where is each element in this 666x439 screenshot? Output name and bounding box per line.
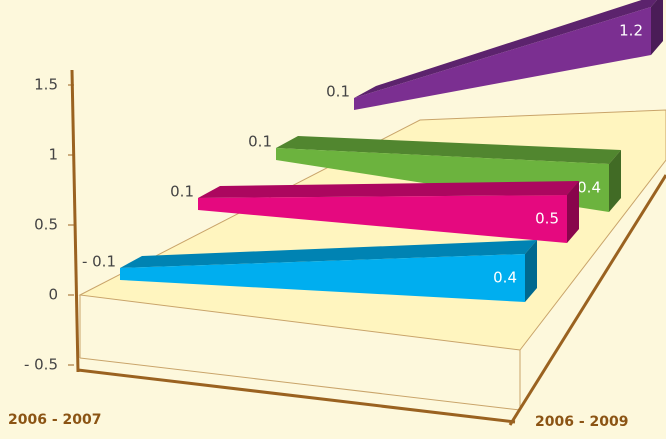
ribbon-top (354, 0, 657, 98)
depth-axis (508, 174, 666, 426)
y-axis (70, 69, 80, 373)
ribbon (120, 254, 525, 302)
ribbon-end (651, 0, 663, 55)
data-label: 0.5 (535, 210, 559, 228)
data-label: - 0.1 (82, 253, 116, 271)
ribbon-end (567, 181, 579, 243)
data-label: 0.4 (577, 179, 601, 197)
y-tick-label: 0 (48, 286, 58, 304)
ribbon-top (276, 136, 621, 164)
floor-edge (79, 357, 521, 411)
y-tick-label: 1 (48, 146, 58, 164)
x-tick-label: 2006 - 2009 (535, 414, 629, 430)
data-label: 0.1 (248, 133, 272, 151)
ribbon-end (609, 150, 621, 212)
data-label: 0.1 (170, 183, 194, 201)
data-label: 0.4 (493, 269, 517, 287)
ribbon-end (525, 240, 537, 302)
y-tick-label: - 0.5 (24, 356, 58, 374)
ribbon-top (198, 181, 579, 198)
data-label: 1.2 (619, 22, 643, 40)
x-axis (77, 368, 516, 424)
x-tick-label: 2006 - 2007 (8, 412, 102, 428)
y-tick-label: 0.5 (34, 216, 58, 234)
data-label: 0.1 (326, 83, 350, 101)
ribbon-top (120, 240, 537, 268)
ribbon (198, 195, 567, 243)
y-tick-label: 1.5 (34, 76, 58, 94)
ribbon (354, 7, 651, 110)
